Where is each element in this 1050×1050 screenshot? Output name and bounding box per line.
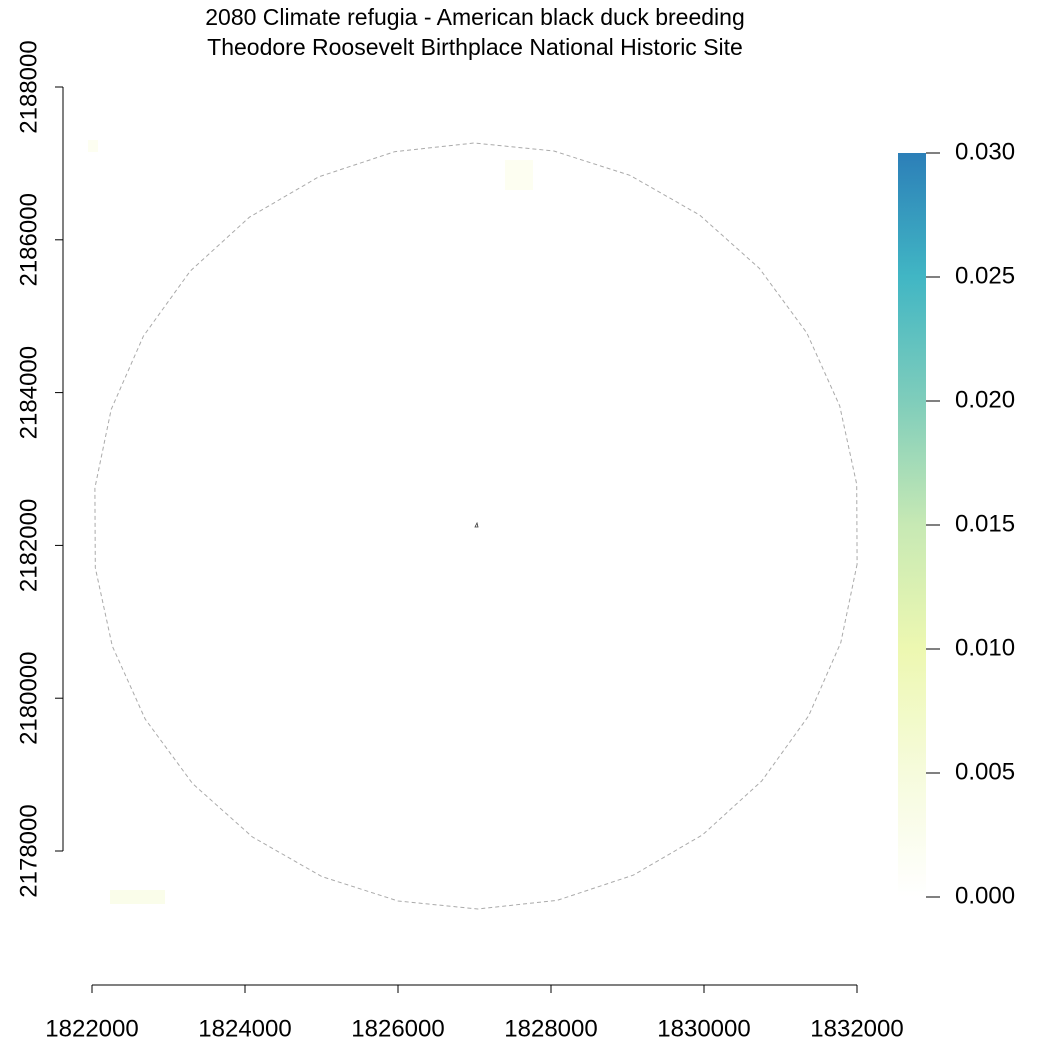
patch xyxy=(88,140,98,152)
colorbar xyxy=(898,153,926,897)
chart-subtitle: Theodore Roosevelt Birthplace National H… xyxy=(207,34,743,60)
y-tick-label: 2180000 xyxy=(15,651,42,744)
y-tick-label: 2184000 xyxy=(15,346,42,439)
x-tick-label: 1822000 xyxy=(45,1015,138,1042)
colorbar-tick-label: 0.025 xyxy=(955,262,1015,289)
site-buffer xyxy=(94,142,858,910)
patch xyxy=(110,890,165,904)
colorbar-tick-label: 0.015 xyxy=(955,510,1015,537)
patch xyxy=(505,160,533,190)
x-tick-label: 1826000 xyxy=(351,1015,444,1042)
refugia-patches xyxy=(88,140,533,904)
y-tick-label: 2182000 xyxy=(15,499,42,592)
colorbar-tick-label: 0.000 xyxy=(955,882,1015,909)
y-tick-label: 2186000 xyxy=(15,193,42,286)
colorbar-tick-label: 0.030 xyxy=(955,138,1015,165)
x-tick-label: 1830000 xyxy=(657,1015,750,1042)
site-marker xyxy=(474,521,479,528)
chart-title: 2080 Climate refugia - American black du… xyxy=(205,4,745,30)
colorbar-tick-label: 0.005 xyxy=(955,758,1015,785)
x-tick-label: 1824000 xyxy=(198,1015,291,1042)
y-tick-label: 2188000 xyxy=(15,40,42,133)
x-tick-label: 1828000 xyxy=(504,1015,597,1042)
x-tick-label: 1832000 xyxy=(810,1015,903,1042)
y-tick-label: 2178000 xyxy=(15,804,42,897)
colorbar-tick-label: 0.020 xyxy=(955,386,1015,413)
colorbar-tick-label: 0.010 xyxy=(955,634,1015,661)
